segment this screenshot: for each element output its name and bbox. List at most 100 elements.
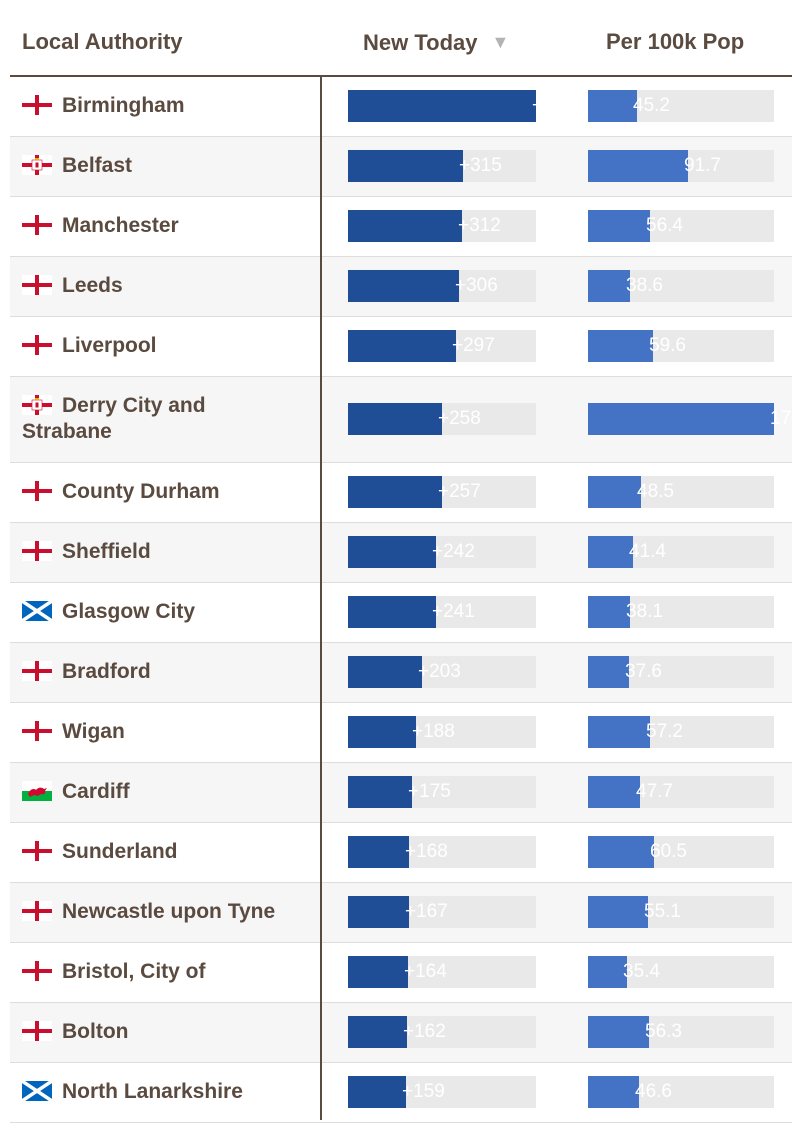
new-today-value: +167	[405, 901, 448, 922]
new-today-value: +516	[532, 95, 575, 116]
per-100k-bar	[588, 1076, 639, 1108]
per-100k-bar	[588, 716, 650, 748]
per-100k-bar	[588, 956, 627, 988]
new-today-bar	[348, 596, 436, 628]
sort-descending-icon[interactable]: ▼	[491, 32, 510, 52]
new-today-value: +257	[438, 481, 481, 502]
new-today-bar-track: +203	[348, 656, 536, 688]
new-today-value: +203	[418, 661, 461, 682]
authority-name: Newcastle upon Tyne	[62, 900, 276, 923]
per-100k-bar	[588, 270, 630, 302]
new-today-bar	[348, 476, 442, 508]
new-today-bar	[348, 656, 422, 688]
authority-cell: Newcastle upon Tyne	[22, 899, 312, 925]
authority-name: Sheffield	[62, 540, 151, 563]
authority-cell: Wigan	[22, 719, 312, 745]
per-100k-bar-track: 55.1	[588, 896, 774, 928]
authority-cell: Sheffield	[22, 539, 312, 565]
authority-name: Bradford	[62, 660, 151, 683]
per-100k-bar	[588, 896, 648, 928]
column-header-authority[interactable]: Local Authority	[22, 29, 183, 54]
per-100k-value: 45.2	[633, 95, 670, 116]
per-100k-value: 56.3	[645, 1021, 682, 1042]
per-100k-bar-track: 56.4	[588, 210, 774, 242]
per-100k-bar	[588, 836, 654, 868]
england-flag-icon	[22, 901, 52, 921]
per-100k-value: 37.6	[625, 661, 662, 682]
per-100k-value: 38.6	[626, 275, 663, 296]
england-flag-icon	[22, 95, 52, 115]
per-100k-bar-track: 48.5	[588, 476, 774, 508]
table-row[interactable]: Newcastle upon Tyne +167 55.1	[10, 883, 792, 943]
table-row[interactable]: Cardiff +175 47.7	[10, 763, 792, 823]
table-row[interactable]: Liverpool +297 59.6	[10, 317, 792, 377]
authority-name: Birmingham	[62, 94, 185, 117]
new-today-bar-track: +188	[348, 716, 536, 748]
authority-name: Wigan	[62, 720, 125, 743]
table-row[interactable]: Bradford +203 37.6	[10, 643, 792, 703]
per-100k-bar-track: 91.7	[588, 150, 774, 182]
column-header-per-100k[interactable]: Per 100k Pop	[606, 29, 745, 54]
new-today-value: +306	[455, 275, 498, 296]
authority-cell: Glasgow City	[21, 599, 312, 625]
table-row[interactable]: Leeds +306 38.6	[10, 257, 792, 317]
per-100k-bar-track: 35.4	[588, 956, 774, 988]
new-today-bar	[348, 330, 456, 362]
table-row[interactable]: Birmingham +516 45.2	[10, 77, 792, 137]
per-100k-bar	[588, 1016, 649, 1048]
authority-name: Derry City and Strabane	[22, 394, 206, 443]
table-row[interactable]: Glasgow City +241 38.1	[10, 583, 792, 643]
authority-cell: Bradford	[22, 659, 312, 685]
authority-cell: Sunderland	[22, 839, 312, 865]
per-100k-bar-track: 60.5	[588, 836, 774, 868]
column-header-new-today[interactable]: New Today ▼	[363, 0, 509, 75]
england-flag-icon	[22, 1021, 52, 1041]
new-today-bar-track: +257	[348, 476, 536, 508]
per-100k-value: 57.2	[646, 721, 683, 742]
table-row[interactable]: Derry City and Strabane +258 170.5	[10, 377, 792, 463]
table-row[interactable]: North Lanarkshire +159 46.6	[10, 1063, 792, 1123]
new-today-bar-track: +297	[348, 330, 536, 362]
per-100k-bar-track: 38.1	[588, 596, 774, 628]
table-row[interactable]: Sheffield +242 41.4	[10, 523, 792, 583]
per-100k-bar	[588, 330, 653, 362]
new-today-value: +188	[412, 721, 455, 742]
authority-name: Cardiff	[62, 780, 130, 803]
authority-cell: Birmingham	[22, 93, 312, 119]
new-today-bar	[348, 150, 463, 182]
table-row[interactable]: Belfast +315 91.7	[10, 137, 792, 197]
per-100k-bar	[588, 90, 637, 122]
new-today-value: +164	[404, 961, 447, 982]
per-100k-value: 41.4	[629, 541, 666, 562]
table-row[interactable]: Manchester +312 56.4	[10, 197, 792, 257]
per-100k-bar	[588, 476, 641, 508]
per-100k-value: 38.1	[626, 601, 663, 622]
per-100k-value: 91.7	[684, 155, 721, 176]
wales-flag-icon	[22, 781, 52, 801]
column-header-new-today-label: New Today	[363, 30, 478, 55]
authority-name: Glasgow City	[62, 600, 196, 623]
per-100k-bar	[588, 596, 630, 628]
new-today-bar	[348, 1076, 406, 1108]
authority-cell: Cardiff	[22, 779, 312, 805]
table-header: Local Authority New Today ▼ Per 100k Pop	[10, 0, 792, 77]
table-row[interactable]: Bristol, City of +164 35.4	[10, 943, 792, 1003]
new-today-bar	[348, 776, 412, 808]
new-today-bar	[348, 403, 442, 435]
authority-cell: Liverpool	[22, 333, 312, 359]
per-100k-bar	[588, 150, 688, 182]
authority-name: Bristol, City of	[62, 960, 206, 983]
northern-ireland-flag-icon	[22, 395, 52, 415]
new-today-value: +297	[452, 335, 495, 356]
per-100k-bar	[588, 403, 774, 435]
new-today-value: +162	[403, 1021, 446, 1042]
new-today-bar-track: +164	[348, 956, 536, 988]
northern-ireland-flag-icon	[22, 155, 52, 175]
table-row[interactable]: Sunderland +168 60.5	[10, 823, 792, 883]
new-today-bar	[348, 210, 462, 242]
table-row[interactable]: Wigan +188 57.2	[10, 703, 792, 763]
authority-name: Manchester	[62, 214, 179, 237]
table-row[interactable]: Bolton +162 56.3	[10, 1003, 792, 1063]
per-100k-bar-track: 38.6	[588, 270, 774, 302]
table-row[interactable]: County Durham +257 48.5	[10, 463, 792, 523]
